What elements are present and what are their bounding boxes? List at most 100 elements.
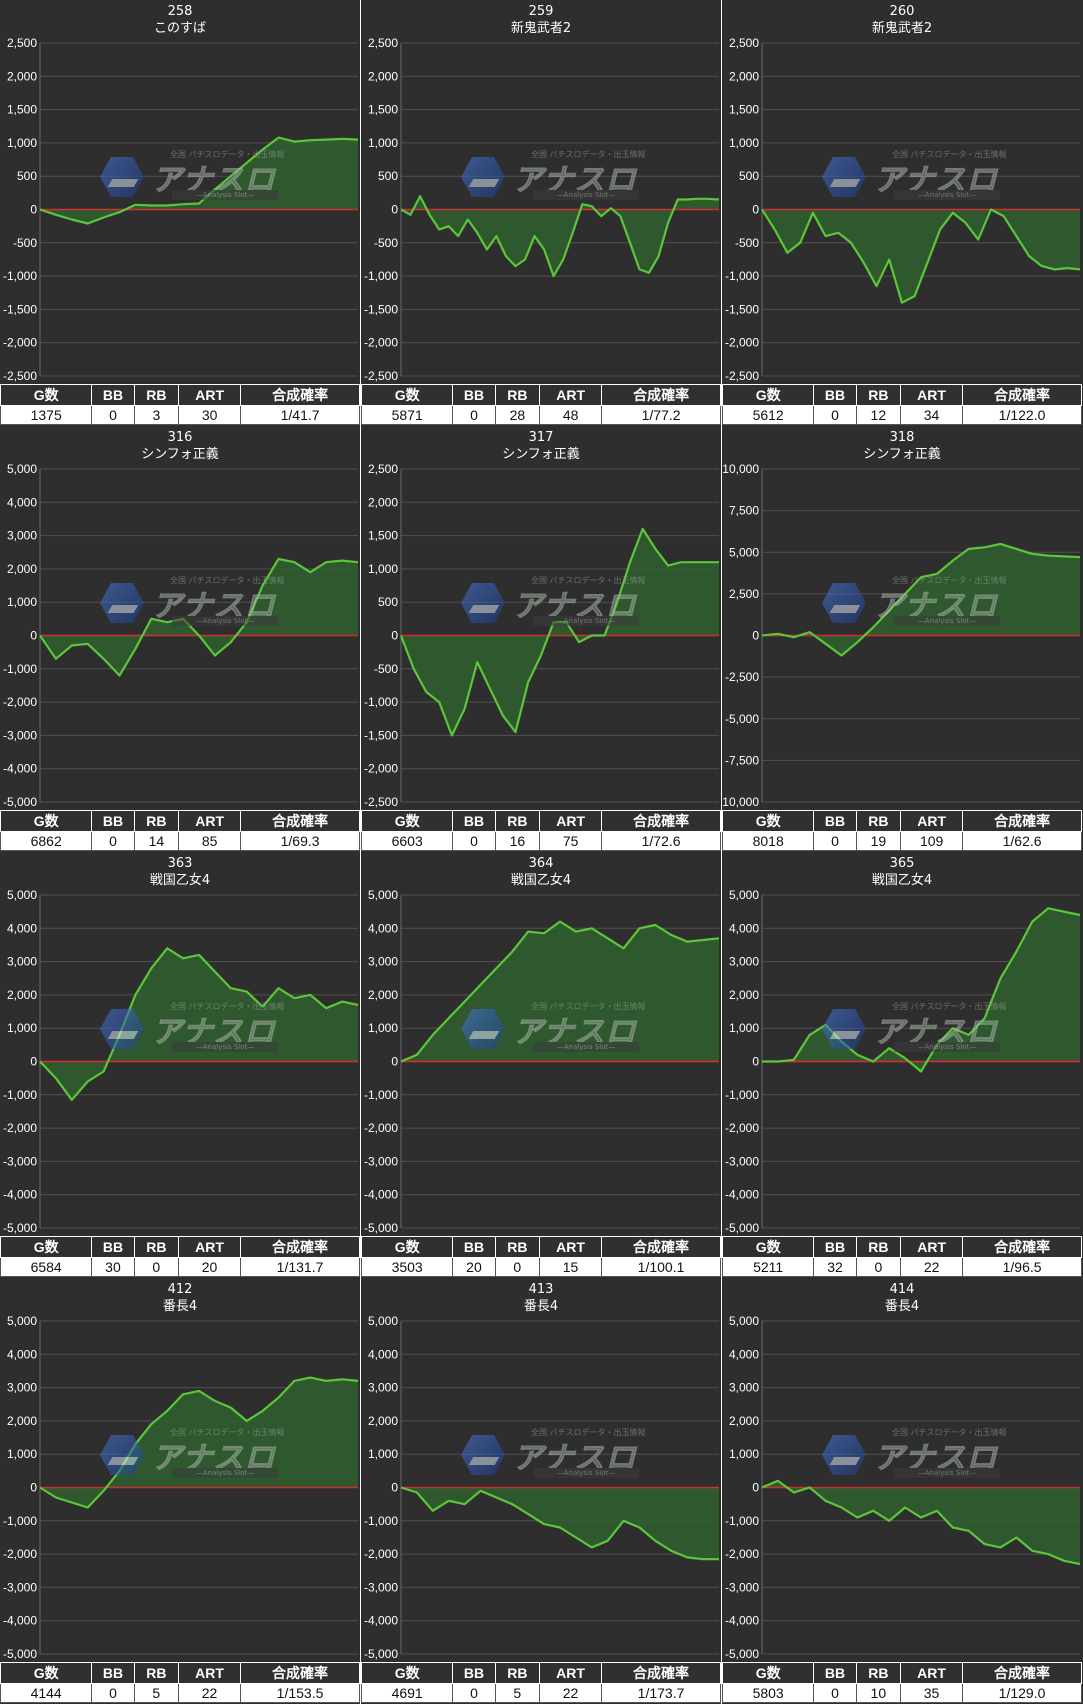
y-tick-label: 2,500 bbox=[729, 36, 759, 50]
watermark-tagline: —Analysis Slot— bbox=[533, 190, 639, 200]
machine-name: シンフォ正義 bbox=[141, 447, 219, 462]
stats-cell-rb: 16 bbox=[494, 831, 541, 851]
stats-header-cell: ART bbox=[177, 1236, 242, 1258]
y-tick-label: -500 bbox=[374, 662, 398, 676]
stats-header-cell: G数 bbox=[361, 384, 454, 406]
chart-panel: 5,000 4,000 3,000 2,000 1,000 0 -1,000 -2,000 -3… bbox=[722, 852, 1083, 1278]
watermark-tagline: —Analysis Slot— bbox=[172, 190, 278, 200]
y-tick-label: -1,000 bbox=[3, 269, 37, 283]
stats-table: G数 BB RB ART 合成確率 5211 32 0 22 1/96.5 bbox=[722, 1236, 1082, 1277]
y-tick-label: -2,500 bbox=[364, 369, 398, 383]
stats-cell-art: 22 bbox=[900, 1257, 964, 1277]
y-tick-label: -4,000 bbox=[364, 1614, 398, 1628]
stats-cell-rb: 10 bbox=[855, 1683, 901, 1703]
area-fill bbox=[762, 209, 1080, 303]
y-tick-label: -5,000 bbox=[725, 712, 759, 726]
stats-header-row: G数 BB RB ART 合成確率 bbox=[0, 384, 360, 406]
watermark-logo: 全国 パチスロデータ・出玉情報 アナスロ —Analysis Slot— bbox=[822, 150, 1022, 201]
y-tick-label: 2,000 bbox=[368, 1414, 398, 1428]
machine-name: シンフォ正義 bbox=[863, 447, 941, 462]
y-tick-label: -1,500 bbox=[725, 302, 759, 316]
stats-value-row: 8018 0 19 109 1/62.6 bbox=[722, 831, 1082, 851]
watermark-sub: 全国 パチスロデータ・出玉情報 bbox=[892, 150, 1007, 159]
y-tick-label: 5,000 bbox=[729, 888, 759, 902]
series-line bbox=[39, 1376, 359, 1509]
logo-hexagon-icon bbox=[100, 157, 144, 197]
stats-header-cell: RB bbox=[133, 1662, 179, 1684]
stats-header-cell: ART bbox=[178, 810, 242, 832]
y-tick-label: -500 bbox=[735, 236, 759, 250]
stats-cell-prob: 1/41.7 bbox=[240, 405, 360, 425]
chart-panel: 5,000 4,000 3,000 2,000 1,000 0 -1,000 -2,000 -3… bbox=[722, 1278, 1083, 1704]
chart-plot: 5,000 4,000 3,000 2,000 1,000 0 -1,000 -2,000 -3… bbox=[364, 1314, 719, 1661]
y-tick-label: 5,000 bbox=[729, 545, 759, 559]
chart-panel: 10,000 7,500 5,000 2,500 0 -2,500 -5,000 -7,500… bbox=[722, 426, 1083, 852]
logo-hexagon-icon bbox=[822, 157, 866, 197]
stats-header-cell: BB bbox=[91, 810, 135, 832]
stats-cell-g: 5211 bbox=[722, 1257, 815, 1277]
stats-cell-g: 4691 bbox=[361, 1683, 454, 1703]
y-tick-label: 4,000 bbox=[729, 1347, 759, 1361]
chart-panel: 5,000 4,000 3,000 2,000 1,000 0 -1,000 -2,000 -3… bbox=[0, 1278, 360, 1704]
area-fill bbox=[762, 1480, 1080, 1565]
stats-header-cell: G数 bbox=[722, 384, 815, 406]
stats-header-cell: RB bbox=[133, 1236, 179, 1258]
stats-cell-prob: 1/129.0 bbox=[962, 1683, 1082, 1703]
watermark-tagline: —Analysis Slot— bbox=[172, 616, 278, 626]
stats-header-row: G数 BB RB ART 合成確率 bbox=[0, 1662, 360, 1684]
stats-cell-bb: 0 bbox=[91, 1683, 135, 1703]
chart-plot: 5,000 4,000 3,000 2,000 1,000 0 -1,000 -2,000 -3… bbox=[3, 888, 359, 1235]
y-tick-label: 2,000 bbox=[7, 1414, 37, 1428]
y-tick-label: -3,000 bbox=[364, 1580, 398, 1594]
machine-number: 364 bbox=[528, 856, 554, 871]
stats-value-row: 6603 0 16 75 1/72.6 bbox=[361, 831, 721, 851]
machine-number: 414 bbox=[889, 1282, 915, 1297]
y-tick-label: -1,000 bbox=[3, 662, 37, 676]
stats-header-cell: G数 bbox=[0, 1236, 93, 1258]
machine-name: 戦国乙女4 bbox=[871, 873, 933, 888]
stats-header-cell: RB bbox=[494, 1236, 540, 1258]
stats-header-cell: BB bbox=[452, 1236, 496, 1258]
chart-plot: 2,500 2,000 1,500 1,000 500 0 -500 -1,000 -1,500… bbox=[3, 36, 359, 383]
y-tick-label: 2,500 bbox=[368, 462, 398, 476]
logo-hexagon-icon bbox=[100, 1435, 144, 1475]
stats-cell-bb: 30 bbox=[91, 1257, 135, 1277]
y-tick-label: 1,500 bbox=[7, 103, 37, 117]
stats-header-cell: ART bbox=[900, 810, 964, 832]
stats-cell-g: 6862 bbox=[0, 831, 93, 851]
y-tick-label: -1,000 bbox=[364, 269, 398, 283]
y-tick-label: 3,000 bbox=[7, 1381, 37, 1395]
logo-hexagon-icon bbox=[822, 583, 866, 623]
stats-cell-bb: 0 bbox=[813, 831, 857, 851]
series-line bbox=[400, 920, 720, 1063]
y-tick-label: 4,000 bbox=[7, 921, 37, 935]
y-tick-label: -1,000 bbox=[725, 269, 759, 283]
y-tick-label: 0 bbox=[30, 1481, 37, 1495]
series-line bbox=[39, 947, 359, 1101]
stats-header-row: G数 BB RB ART 合成確率 bbox=[0, 810, 360, 832]
y-tick-label: 0 bbox=[391, 1055, 398, 1069]
y-tick-label: -5,000 bbox=[3, 1221, 37, 1235]
y-tick-label: -3,000 bbox=[725, 1580, 759, 1594]
stats-cell-rb: 14 bbox=[133, 831, 180, 851]
logo-hexagon-icon bbox=[461, 1435, 505, 1475]
stats-cell-bb: 0 bbox=[91, 831, 135, 851]
y-tick-label: -2,500 bbox=[3, 369, 37, 383]
stats-header-cell: G数 bbox=[361, 810, 454, 832]
y-tick-label: 3,000 bbox=[729, 1381, 759, 1395]
y-tick-label: 500 bbox=[739, 169, 759, 183]
stats-cell-rb: 0 bbox=[494, 1257, 540, 1277]
stats-value-row: 3503 20 0 15 1/100.1 bbox=[361, 1257, 721, 1277]
watermark-logo: 全国 パチスロデータ・出玉情報 アナスロ —Analysis Slot— bbox=[100, 1428, 300, 1479]
y-tick-label: -3,000 bbox=[3, 1154, 37, 1168]
y-tick-label: -3,000 bbox=[364, 1154, 398, 1168]
machine-number: 258 bbox=[167, 4, 193, 19]
y-tick-label: 2,000 bbox=[368, 69, 398, 83]
stats-cell-g: 5612 bbox=[722, 405, 815, 425]
machine-name: このすば bbox=[153, 21, 206, 36]
y-tick-label: -2,000 bbox=[364, 1547, 398, 1561]
stats-header-cell: ART bbox=[899, 1662, 964, 1684]
y-tick-label: 2,000 bbox=[7, 988, 37, 1002]
area-fill bbox=[762, 908, 1080, 1072]
y-tick-label: 2,500 bbox=[368, 36, 398, 50]
